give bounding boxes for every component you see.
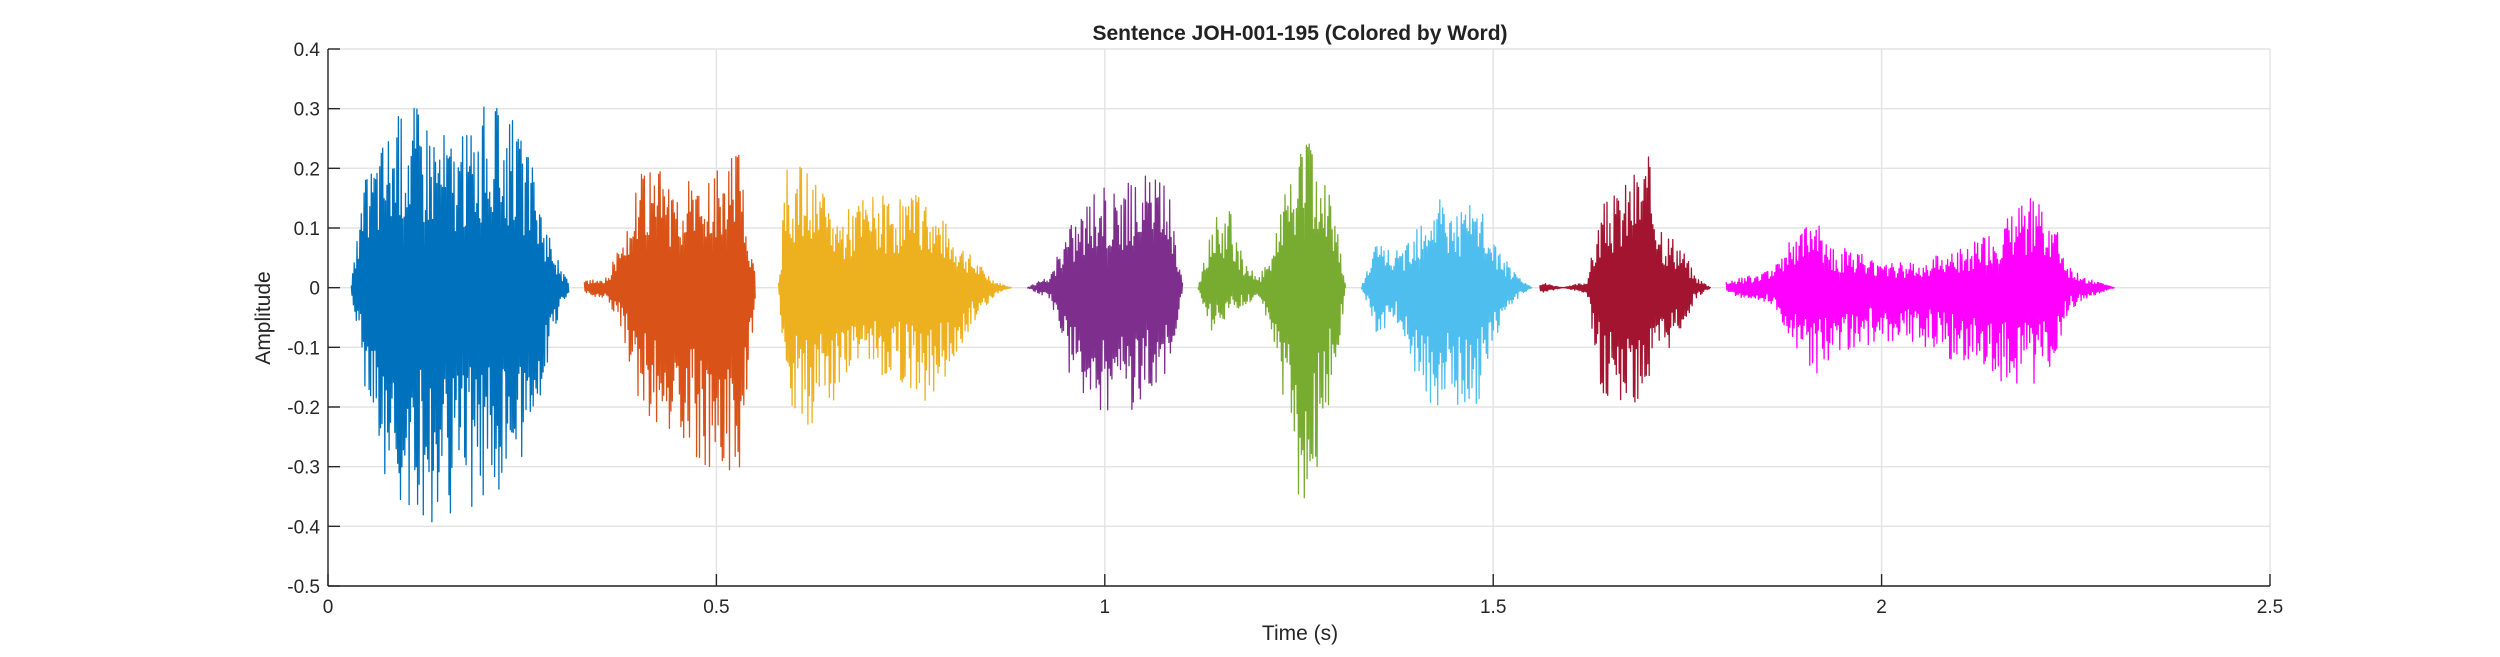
chart-title: Sentence JOH-001-195 (Colored by Word) (1092, 22, 1507, 45)
x-axis-label: Time (s) (1262, 622, 1338, 645)
x-tick-label: 1 (1100, 597, 1111, 618)
word-series-2 (583, 154, 756, 471)
x-tick-label: 2 (1876, 597, 1887, 618)
word-series-4 (1026, 175, 1184, 411)
y-tick-label: -0.1 (287, 338, 320, 359)
y-tick-label: -0.4 (287, 517, 320, 538)
y-axis-label: Amplitude (252, 271, 275, 364)
word-series-8 (1725, 198, 2115, 384)
word-series-5 (1197, 143, 1347, 499)
x-tick-label: 0 (323, 597, 334, 618)
y-tick-label: 0.1 (294, 219, 320, 240)
y-tick-label: -0.3 (287, 458, 320, 479)
word-series-6 (1360, 199, 1533, 406)
x-tick-label: 0.5 (703, 597, 729, 618)
y-tick-label: 0.3 (294, 100, 320, 121)
waveform-series (350, 106, 2115, 523)
x-tick-label: 1.5 (1480, 597, 1506, 618)
y-tick-label: 0 (309, 279, 320, 300)
y-tick-label: -0.5 (287, 577, 320, 598)
y-tick-label: 0.4 (294, 40, 321, 61)
word-series-3 (777, 166, 1012, 425)
y-tick-label: -0.2 (287, 398, 320, 419)
word-series-7 (1539, 156, 1711, 403)
word-series-1 (350, 106, 570, 523)
y-tick-label: 0.2 (294, 159, 320, 180)
x-tick-label: 2.5 (2257, 597, 2283, 618)
axes: 0 0.5 1 1.5 2 2.5 -0.5 -0.4 -0.3 -0.2 -0.1 0 0.1 0.2 0… (287, 40, 2283, 618)
